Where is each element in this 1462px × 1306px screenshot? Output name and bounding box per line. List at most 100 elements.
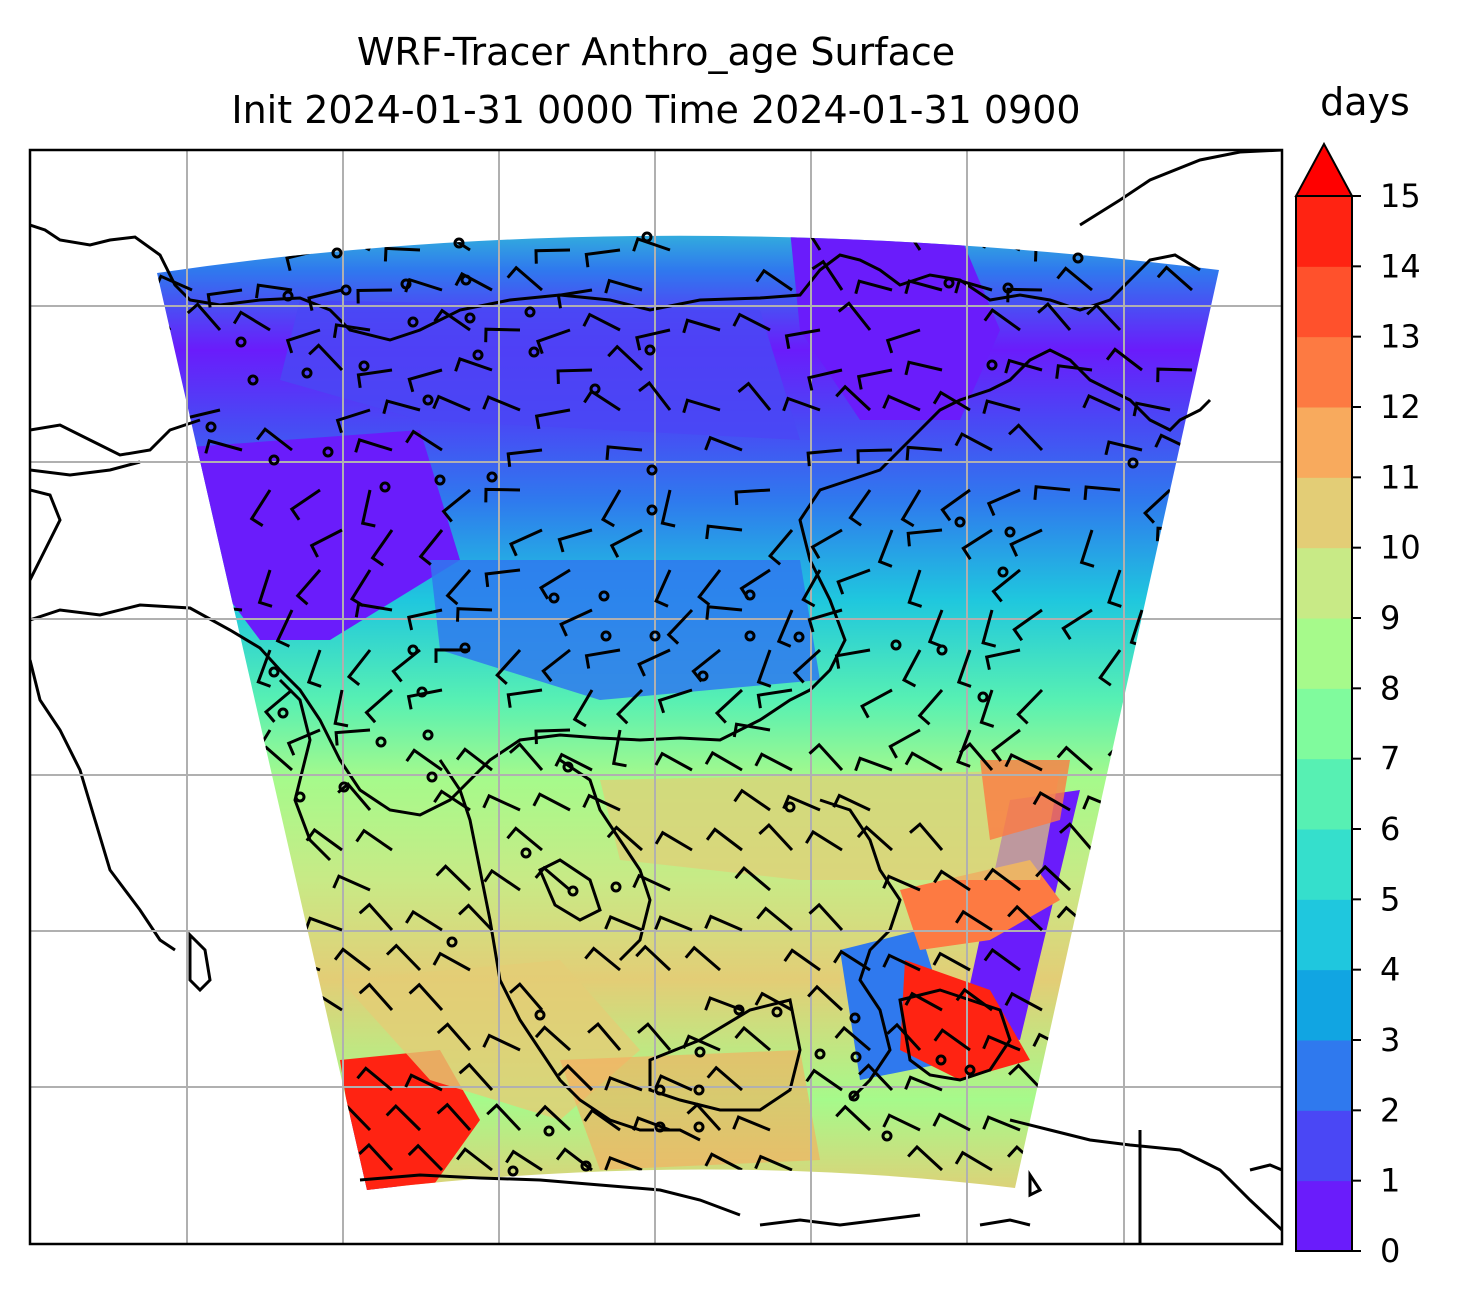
wind-barb (654, 751, 693, 772)
wind-barb (1009, 528, 1043, 557)
wind-barb (506, 688, 543, 708)
wind-barb (632, 1116, 671, 1132)
wind-barb (807, 984, 844, 1012)
wind-barb (682, 318, 721, 334)
wind-barb (358, 1142, 394, 1172)
colorbar-segment (1296, 547, 1352, 619)
wind-barb (355, 828, 393, 852)
wind-barb (1083, 485, 1121, 501)
map-title-line1: WRF-Tracer Anthro_age Surface (356, 30, 956, 74)
wind-barb (907, 1144, 944, 1172)
wind-barb (638, 380, 672, 411)
wind-barb (559, 608, 593, 637)
wind-barb (940, 488, 971, 522)
wind-barb (954, 432, 993, 452)
colorbar-segment (1296, 1110, 1352, 1182)
wind-barb (1056, 266, 1093, 292)
wind-barb (758, 822, 794, 852)
map-title-line2: Init 2024-01-31 0000 Time 2024-01-31 090… (231, 88, 1081, 132)
wind-barb (1082, 394, 1121, 412)
wind-barb (792, 648, 822, 684)
wind-barb (186, 302, 222, 331)
wind-barb (982, 1034, 1021, 1052)
wind-barb (705, 827, 743, 852)
wind-barb (979, 689, 995, 728)
wind-barb (308, 343, 344, 372)
wind-barb (805, 829, 843, 852)
wind-barb (1059, 822, 1094, 851)
wind-barb (382, 399, 421, 415)
wind-barb (654, 915, 693, 932)
wind-barb (886, 1022, 922, 1052)
wind-barb (955, 909, 993, 932)
wind-barb (432, 394, 471, 412)
wind-barb (904, 360, 943, 376)
wind-barb (885, 328, 921, 354)
wind-barb (405, 429, 443, 452)
wind-barb (984, 648, 1021, 671)
wind-barb (434, 648, 471, 663)
wind-barb (346, 649, 372, 686)
wind-barb (684, 945, 721, 972)
wind-barb (534, 728, 571, 745)
wind-barb (909, 822, 944, 851)
wind-barb (587, 1021, 622, 1051)
wind-barb (407, 1143, 444, 1172)
wind-barb (904, 991, 943, 1012)
wind-barb (1033, 485, 1071, 500)
wind-barb (888, 728, 921, 759)
wind-barb (835, 384, 872, 412)
wind-barb (1156, 265, 1193, 292)
wind-barb (364, 688, 393, 724)
map-axes-frame (28, 148, 1284, 1246)
wind-barb (615, 688, 644, 725)
wind-barb (508, 742, 544, 771)
wind-barb (756, 649, 772, 688)
wind-barb (635, 944, 672, 972)
wind-barb (309, 528, 343, 558)
colorbar-tick-label: 12 (1380, 388, 1421, 426)
wind-barb (776, 609, 794, 648)
wind-barb (335, 408, 371, 434)
wind-barb (856, 825, 893, 852)
wind-barb (704, 914, 743, 932)
wind-barb (1004, 358, 1043, 374)
wind-barb (1132, 401, 1171, 417)
wind-barb (206, 288, 243, 308)
wind-barb (582, 312, 621, 332)
wind-barb (882, 874, 921, 892)
colorbar-segment (1296, 969, 1352, 1041)
wind-barb (1098, 649, 1122, 687)
wind-barb (454, 356, 493, 372)
wind-barb (1107, 569, 1122, 608)
wind-barb (755, 268, 793, 292)
colorbar-outline (1295, 196, 1353, 1252)
wind-barb (263, 688, 293, 723)
wind-barb (782, 396, 821, 412)
wind-barb (557, 1063, 594, 1092)
wind-barb (637, 1022, 672, 1051)
wind-barb (835, 1104, 872, 1132)
wind-barb (734, 865, 771, 892)
wind-barb (256, 649, 272, 688)
wind-barb (609, 528, 643, 558)
wind-barb (858, 1063, 894, 1092)
wind-barb (286, 728, 321, 756)
wind-barb (433, 308, 471, 332)
colorbar-tick-label: 2 (1380, 1091, 1400, 1129)
colorbar-segment (1296, 266, 1352, 338)
wind-barb (554, 752, 593, 772)
wind-barb (754, 991, 793, 1012)
wind-barb (833, 949, 871, 972)
wind-barb (754, 1154, 793, 1172)
colorbar-tick-label: 4 (1380, 951, 1400, 989)
wind-barb (927, 609, 944, 648)
wind-barb (705, 524, 743, 540)
wind-barb (954, 1150, 993, 1172)
wind-barb (635, 328, 671, 351)
wind-barb (408, 982, 444, 1012)
wind-barb (534, 248, 571, 264)
colorbar-tick-label: 7 (1380, 740, 1400, 778)
wind-barb (354, 438, 393, 453)
wind-barb (333, 689, 349, 728)
